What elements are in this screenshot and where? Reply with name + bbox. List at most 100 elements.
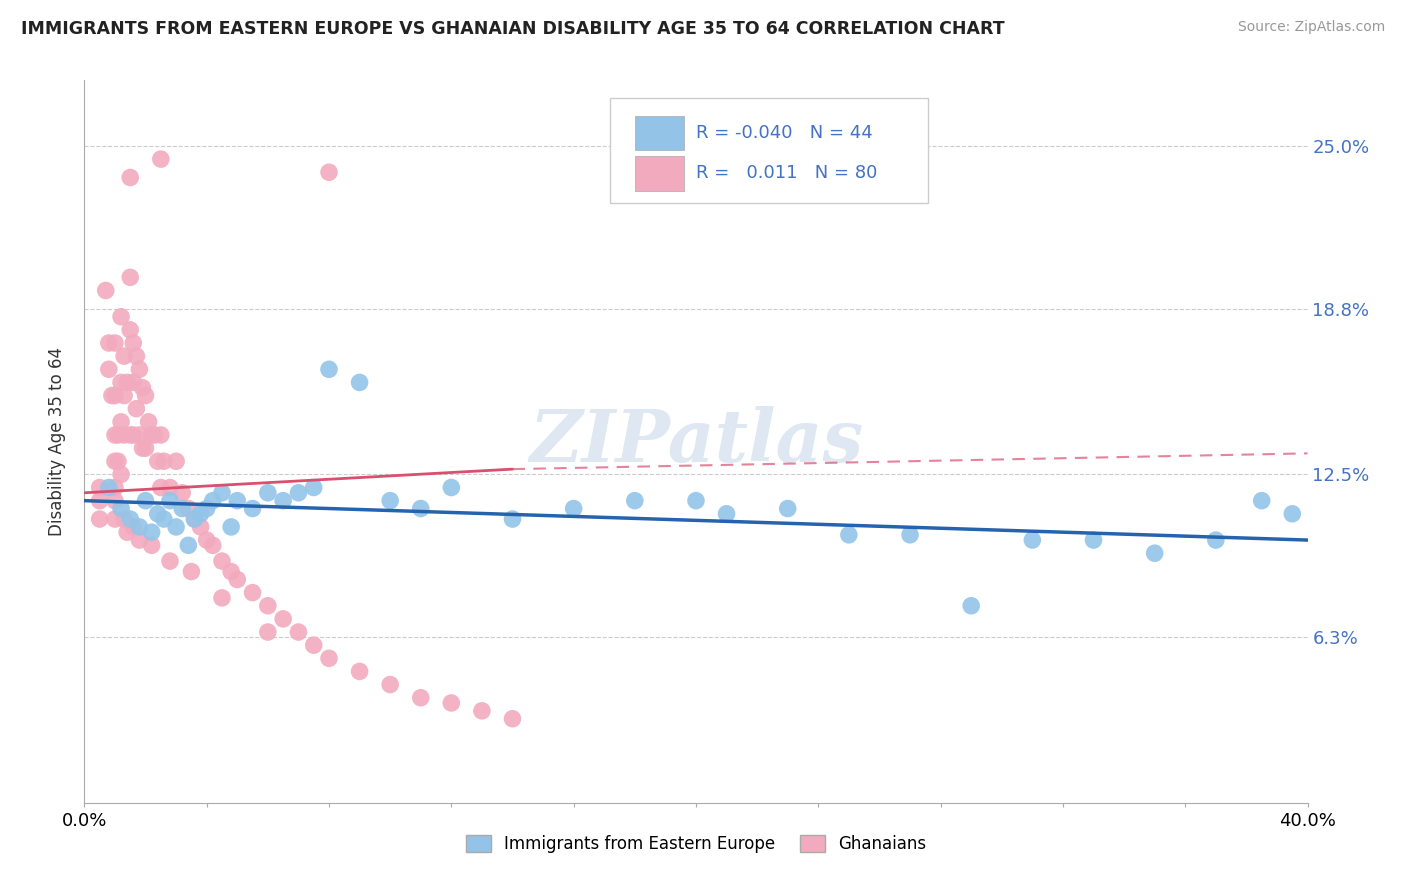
Point: [440, 696, 463, 710]
Point: [380, 493, 402, 508]
Point: [211, 485, 233, 500]
Point: [107, 428, 129, 442]
Point: [776, 501, 799, 516]
Point: [89, 493, 111, 508]
Point: [122, 336, 145, 351]
Point: [120, 170, 142, 185]
Point: [143, 428, 166, 442]
Point: [141, 538, 163, 552]
Point: [125, 401, 148, 416]
Point: [211, 554, 233, 568]
Point: [471, 704, 494, 718]
Point: [159, 554, 181, 568]
Point: [257, 599, 280, 613]
Text: ZIPatlas: ZIPatlas: [529, 406, 863, 477]
Point: [115, 525, 138, 540]
Point: [104, 388, 127, 402]
Point: [141, 525, 163, 540]
Point: [97, 336, 120, 351]
Point: [135, 388, 157, 402]
Point: [138, 415, 160, 429]
Point: [165, 454, 187, 468]
FancyBboxPatch shape: [636, 116, 683, 151]
FancyBboxPatch shape: [610, 98, 928, 203]
Point: [110, 501, 132, 516]
Point: [380, 677, 402, 691]
Point: [180, 565, 202, 579]
Point: [128, 520, 150, 534]
Y-axis label: Disability Age 35 to 64: Disability Age 35 to 64: [48, 347, 66, 536]
Point: [120, 428, 142, 442]
Point: [287, 625, 309, 640]
Point: [1250, 493, 1272, 508]
Point: [112, 512, 135, 526]
Point: [135, 441, 157, 455]
Point: [838, 528, 860, 542]
Point: [153, 454, 176, 468]
Point: [219, 520, 242, 534]
Point: [101, 388, 124, 402]
Point: [112, 428, 135, 442]
Point: [226, 573, 249, 587]
Point: [104, 454, 127, 468]
Point: [89, 481, 111, 495]
Point: [128, 533, 150, 547]
Point: [165, 520, 187, 534]
Point: [242, 585, 264, 599]
Point: [94, 284, 117, 298]
Point: [624, 493, 647, 508]
Point: [97, 481, 120, 495]
Point: [1143, 546, 1166, 560]
Point: [409, 690, 432, 705]
Point: [898, 528, 921, 542]
Point: [104, 336, 127, 351]
Point: [190, 520, 212, 534]
Point: [1205, 533, 1227, 547]
Point: [125, 349, 148, 363]
Point: [440, 481, 463, 495]
Point: [149, 152, 172, 166]
Point: [302, 638, 325, 652]
Point: [115, 376, 138, 390]
Text: R =   0.011   N = 80: R = 0.011 N = 80: [696, 164, 877, 183]
Point: [1281, 507, 1303, 521]
Point: [177, 538, 200, 552]
Point: [120, 270, 142, 285]
Point: [201, 493, 224, 508]
Point: [302, 481, 325, 495]
Point: [110, 467, 132, 482]
Point: [271, 493, 294, 508]
Point: [112, 349, 135, 363]
Point: [195, 533, 218, 547]
Point: [141, 428, 163, 442]
Point: [318, 651, 340, 665]
Point: [120, 323, 142, 337]
Point: [172, 485, 194, 500]
Point: [318, 165, 340, 179]
Point: [562, 501, 585, 516]
Point: [159, 481, 181, 495]
Point: [110, 310, 132, 324]
Point: [201, 538, 224, 552]
Point: [122, 428, 145, 442]
Point: [122, 520, 145, 534]
Point: [153, 512, 176, 526]
Point: [183, 512, 205, 526]
Point: [716, 507, 738, 521]
Point: [104, 493, 127, 508]
Point: [107, 454, 129, 468]
Point: [502, 712, 524, 726]
Point: [1021, 533, 1043, 547]
Point: [104, 512, 127, 526]
Point: [149, 481, 172, 495]
Point: [183, 512, 205, 526]
Point: [257, 625, 280, 640]
FancyBboxPatch shape: [636, 156, 683, 191]
Legend: Immigrants from Eastern Europe, Ghanaians: Immigrants from Eastern Europe, Ghanaian…: [458, 828, 934, 860]
Point: [226, 493, 249, 508]
Point: [177, 501, 200, 516]
Point: [349, 376, 371, 390]
Point: [159, 493, 181, 508]
Text: IMMIGRANTS FROM EASTERN EUROPE VS GHANAIAN DISABILITY AGE 35 TO 64 CORRELATION C: IMMIGRANTS FROM EASTERN EUROPE VS GHANAI…: [21, 20, 1005, 37]
Point: [190, 507, 212, 521]
